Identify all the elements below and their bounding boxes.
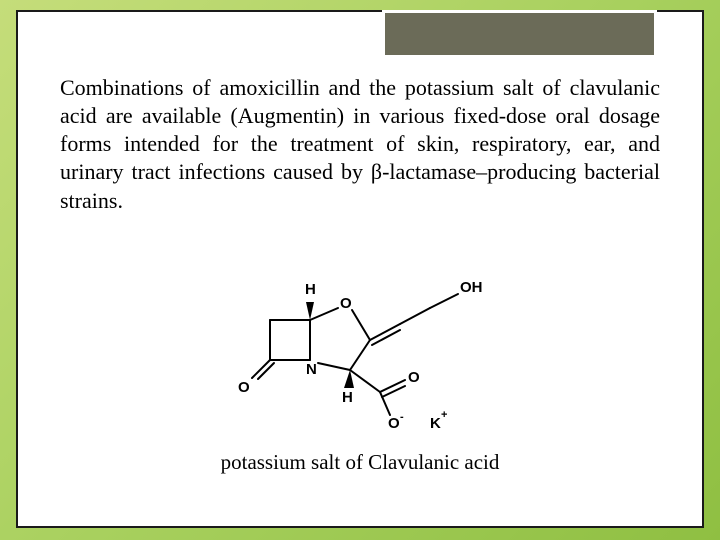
diagram-caption: potassium salt of Clavulanic acid <box>18 450 702 475</box>
slide-frame: Combinations of amoxicillin and the pota… <box>16 10 704 528</box>
charge-plus: + <box>441 409 447 421</box>
atom-H-top: H <box>305 281 316 298</box>
header-accent-box <box>382 10 657 58</box>
charge-minus: - <box>400 411 404 423</box>
clavulanate-structure-diagram: H O OH O N H O O - K + <box>210 260 510 430</box>
atom-K: K <box>430 415 441 430</box>
body-text: Combinations of amoxicillin and the pota… <box>60 74 660 215</box>
atom-H-bottom: H <box>342 389 353 406</box>
atom-O-ring: O <box>340 295 352 312</box>
atom-O-carbonyl-right: O <box>408 369 420 386</box>
atom-O-minus: O <box>388 415 400 430</box>
atom-O-left: O <box>238 379 250 396</box>
atom-OH: OH <box>460 279 483 296</box>
atom-N: N <box>306 361 317 378</box>
